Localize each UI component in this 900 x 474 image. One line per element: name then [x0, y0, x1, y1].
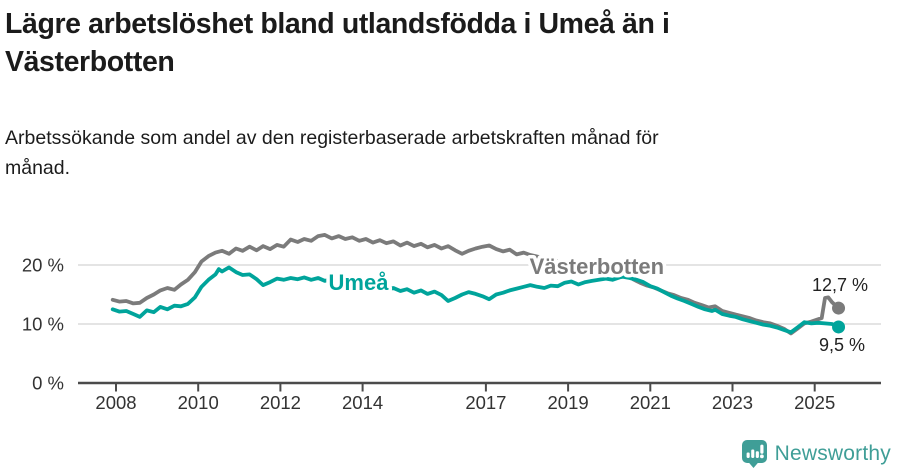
y-axis-label: 10 % — [22, 314, 64, 335]
x-axis-label: 2023 — [712, 392, 753, 413]
x-axis-label: 2010 — [178, 392, 219, 413]
chart-subtitle-line-2: månad. — [5, 157, 71, 179]
vasterbotten-series-label: Västerbotten — [530, 254, 664, 279]
chart-title-line-2: Västerbotten — [5, 46, 175, 78]
vasterbotten-end-dot — [832, 301, 846, 315]
chart-title: Lägre arbetslöshet bland utlandsfödda i … — [5, 5, 845, 81]
x-axis-label: 2025 — [794, 392, 835, 413]
umea-end-value-label: 9,5 % — [819, 335, 865, 355]
umea-line — [110, 265, 841, 335]
y-axis-label: 0 % — [32, 373, 64, 394]
y-axis-label: 20 % — [22, 255, 64, 276]
umea-end-dot — [832, 320, 846, 334]
x-axis-label: 2017 — [465, 392, 506, 413]
newsworthy-bar-chart-icon — [741, 440, 767, 468]
umea-series-label: Umeå — [329, 270, 390, 295]
newsworthy-wordmark: Newsworthy — [774, 442, 891, 465]
chart-title-line-1: Lägre arbetslöshet bland utlandsfödda i … — [5, 8, 670, 40]
x-axis-label: 2012 — [260, 392, 301, 413]
x-axis-label: 2021 — [630, 392, 671, 413]
x-axis-label: 2014 — [342, 392, 383, 413]
x-axis-label: 2019 — [548, 392, 589, 413]
newsworthy-logo: Newsworthy — [741, 439, 891, 469]
chart-subtitle-line-1: Arbetssökande som andel av den registerb… — [5, 127, 659, 149]
x-axis-label: 2008 — [95, 392, 136, 413]
vasterbotten-line — [110, 232, 841, 336]
vasterbotten-end-value-label: 12,7 % — [812, 275, 868, 295]
chart-subtitle: Arbetssökande som andel av den registerb… — [5, 123, 775, 183]
